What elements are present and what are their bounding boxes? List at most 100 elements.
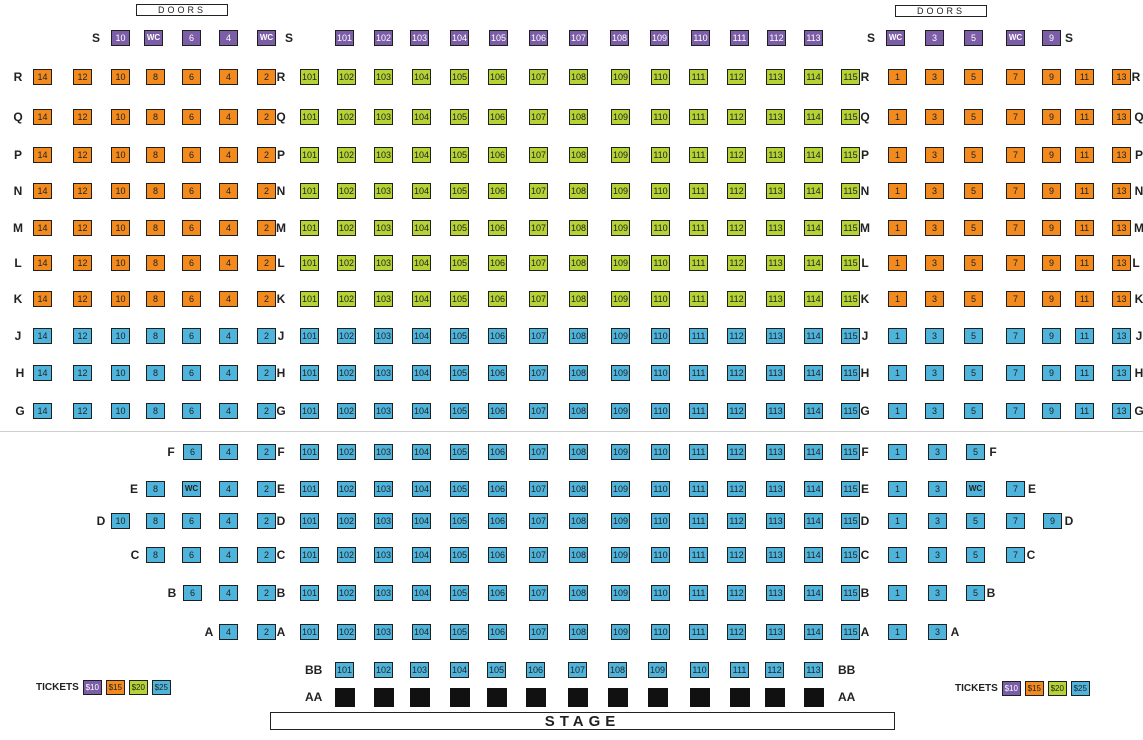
seat[interactable]: 109 — [648, 662, 667, 678]
seat[interactable]: 13 — [1112, 220, 1131, 236]
seat[interactable]: 105 — [450, 624, 469, 640]
seat[interactable] — [730, 688, 750, 707]
seat[interactable]: 103 — [374, 444, 393, 460]
seat[interactable]: 7 — [1006, 481, 1025, 497]
seat[interactable]: 8 — [146, 69, 165, 85]
seat[interactable]: 5 — [964, 255, 983, 271]
seat[interactable]: 108 — [569, 403, 588, 419]
seat[interactable]: 111 — [730, 30, 749, 46]
seat[interactable]: 106 — [488, 109, 507, 125]
seat[interactable]: 107 — [569, 30, 588, 46]
seat[interactable]: 115 — [841, 291, 860, 307]
seat[interactable]: 104 — [412, 220, 431, 236]
seat[interactable]: 4 — [219, 513, 238, 529]
seat[interactable]: 104 — [412, 69, 431, 85]
seat[interactable]: 106 — [488, 481, 507, 497]
seat[interactable]: 110 — [651, 513, 670, 529]
seat[interactable]: 111 — [689, 220, 708, 236]
seat[interactable]: 113 — [766, 220, 785, 236]
seat[interactable]: 101 — [300, 365, 319, 381]
seat[interactable]: 108 — [569, 183, 588, 199]
seat[interactable]: 101 — [300, 403, 319, 419]
seat[interactable]: 10 — [111, 403, 130, 419]
seat[interactable]: 105 — [489, 30, 508, 46]
seat[interactable]: 101 — [300, 147, 319, 163]
seat[interactable]: 108 — [608, 662, 627, 678]
seat[interactable]: 104 — [450, 30, 469, 46]
seat[interactable]: 102 — [337, 585, 356, 601]
seat[interactable]: 111 — [689, 255, 708, 271]
seat[interactable]: 6 — [182, 30, 201, 46]
seat[interactable]: 10 — [111, 255, 130, 271]
wheelchair-space[interactable]: WC — [182, 481, 201, 497]
seat[interactable]: 4 — [219, 69, 238, 85]
seat[interactable]: 12 — [73, 403, 92, 419]
seat[interactable]: 1 — [888, 624, 907, 640]
seat[interactable]: 101 — [300, 444, 319, 460]
seat[interactable]: 108 — [569, 147, 588, 163]
seat[interactable]: 5 — [964, 220, 983, 236]
seat[interactable]: 106 — [488, 147, 507, 163]
seat[interactable]: 101 — [300, 547, 319, 563]
seat[interactable]: 112 — [727, 481, 746, 497]
seat[interactable]: 108 — [569, 291, 588, 307]
seat[interactable]: 110 — [651, 328, 670, 344]
seat[interactable]: 112 — [727, 403, 746, 419]
seat[interactable]: 114 — [804, 585, 823, 601]
seat[interactable]: 101 — [300, 183, 319, 199]
seat[interactable]: 103 — [410, 662, 429, 678]
seat[interactable]: 109 — [611, 255, 630, 271]
seat[interactable]: 8 — [146, 365, 165, 381]
seat[interactable]: 1 — [888, 481, 907, 497]
seat[interactable]: 104 — [412, 444, 431, 460]
seat[interactable]: 115 — [841, 109, 860, 125]
seat[interactable]: 4 — [219, 547, 238, 563]
seat[interactable]: 7 — [1006, 365, 1025, 381]
seat[interactable]: 108 — [569, 220, 588, 236]
seat[interactable]: 5 — [964, 291, 983, 307]
seat[interactable]: 101 — [300, 328, 319, 344]
seat[interactable]: 9 — [1042, 183, 1061, 199]
seat[interactable]: 7 — [1006, 183, 1025, 199]
seat[interactable]: 2 — [257, 147, 276, 163]
seat[interactable]: 104 — [412, 481, 431, 497]
seat[interactable]: 102 — [337, 328, 356, 344]
seat[interactable]: 5 — [966, 547, 985, 563]
seat[interactable] — [608, 688, 628, 707]
seat[interactable]: 14 — [33, 220, 52, 236]
seat[interactable]: 108 — [569, 547, 588, 563]
seat[interactable]: 10 — [111, 147, 130, 163]
seat[interactable]: 4 — [219, 585, 238, 601]
seat[interactable]: 3 — [925, 220, 944, 236]
seat[interactable]: 112 — [727, 365, 746, 381]
seat[interactable]: 8 — [146, 291, 165, 307]
seat[interactable]: 110 — [651, 444, 670, 460]
seat[interactable]: 4 — [219, 109, 238, 125]
seat[interactable]: 1 — [888, 513, 907, 529]
seat[interactable]: 106 — [488, 585, 507, 601]
seat[interactable]: 109 — [611, 328, 630, 344]
seat[interactable]: 4 — [219, 30, 238, 46]
seat[interactable]: 7 — [1006, 69, 1025, 85]
seat[interactable]: 6 — [182, 255, 201, 271]
seat[interactable]: 103 — [374, 69, 393, 85]
seat[interactable]: 103 — [374, 328, 393, 344]
seat[interactable]: 8 — [146, 109, 165, 125]
seat[interactable]: 6 — [182, 513, 201, 529]
seat[interactable]: 9 — [1042, 365, 1061, 381]
seat[interactable]: 3 — [925, 69, 944, 85]
seat[interactable]: 110 — [651, 220, 670, 236]
seat[interactable] — [374, 688, 394, 707]
seat[interactable]: 1 — [888, 183, 907, 199]
seat[interactable]: 109 — [611, 444, 630, 460]
seat[interactable]: 6 — [182, 291, 201, 307]
seat[interactable] — [648, 688, 668, 707]
seat[interactable]: 2 — [257, 291, 276, 307]
seat[interactable]: 110 — [651, 403, 670, 419]
seat[interactable]: 106 — [488, 255, 507, 271]
seat[interactable]: 111 — [689, 291, 708, 307]
seat[interactable]: 106 — [526, 662, 545, 678]
seat[interactable]: 2 — [257, 585, 276, 601]
seat[interactable]: 114 — [804, 513, 823, 529]
seat[interactable]: 101 — [300, 220, 319, 236]
